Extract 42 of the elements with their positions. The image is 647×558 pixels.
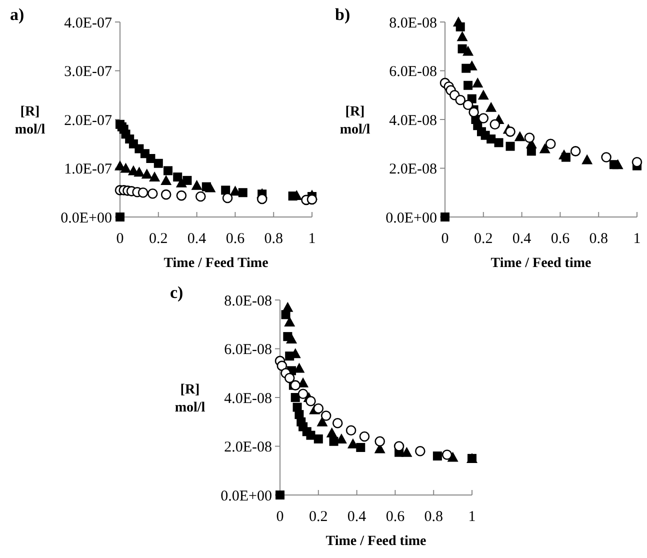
y-tick-label: 4.0E-08 [224, 390, 272, 407]
y-tick-label: 2.0E-08 [389, 162, 437, 178]
x-tick-label: 0.6 [386, 509, 406, 525]
y-tick-label: 0.0E+00 [220, 488, 272, 504]
x-tick-label: 0 [276, 509, 284, 525]
y-tick-label: 8.0E-08 [224, 293, 272, 310]
y-tick-label: 3.0E-07 [64, 64, 112, 80]
x-tick-label: 0.6 [550, 231, 570, 247]
x-tick-label: 0.6 [226, 231, 246, 247]
x-tick-label: 0.8 [424, 509, 443, 525]
y-tick-label: 4.0E-08 [389, 112, 437, 129]
x-axis-title: Time / Feed time [490, 256, 592, 271]
x-tick-label: 0.2 [474, 231, 493, 247]
x-tick-label: 1 [633, 231, 641, 247]
chart-title: a) [10, 5, 24, 24]
x-tick-label: 1 [308, 231, 316, 247]
x-tick-label: 0.2 [149, 231, 168, 247]
x-tick-label: 1 [468, 509, 476, 525]
x-tick-label: 0.2 [309, 509, 328, 525]
y-tick-label: 2.0E-08 [224, 440, 272, 456]
y-axis-title: [R] mol/l [14, 104, 46, 138]
x-tick-label: 0.4 [187, 231, 207, 247]
x-tick-label: 0 [116, 231, 124, 247]
y-tick-label: 0.0E+00 [386, 210, 437, 226]
y-tick-label: 0.0E+00 [60, 210, 112, 226]
y-axis-title: [R] mol/l [174, 382, 206, 416]
y-tick-label: 1.0E-07 [64, 162, 112, 178]
x-tick-label: 0.8 [589, 231, 608, 247]
x-tick-label: 0.4 [347, 509, 367, 525]
x-axis-title: Time / Feed time [326, 534, 426, 549]
y-tick-label: 6.0E-08 [224, 342, 272, 358]
x-tick-label: 0 [441, 231, 449, 247]
y-tick-label: 4.0E-07 [64, 15, 112, 32]
x-axis-title: Time / Feed Time [164, 256, 268, 271]
chart-title: b) [335, 5, 350, 24]
y-tick-label: 6.0E-08 [389, 64, 437, 80]
y-axis-title: [R] mol/l [340, 104, 370, 138]
y-tick-label: 8.0E-08 [389, 15, 437, 32]
chart-title: c) [170, 283, 184, 302]
x-tick-label: 0.8 [264, 231, 283, 247]
y-tick-label: 2.0E-07 [64, 112, 112, 129]
x-tick-label: 0.4 [512, 231, 532, 247]
